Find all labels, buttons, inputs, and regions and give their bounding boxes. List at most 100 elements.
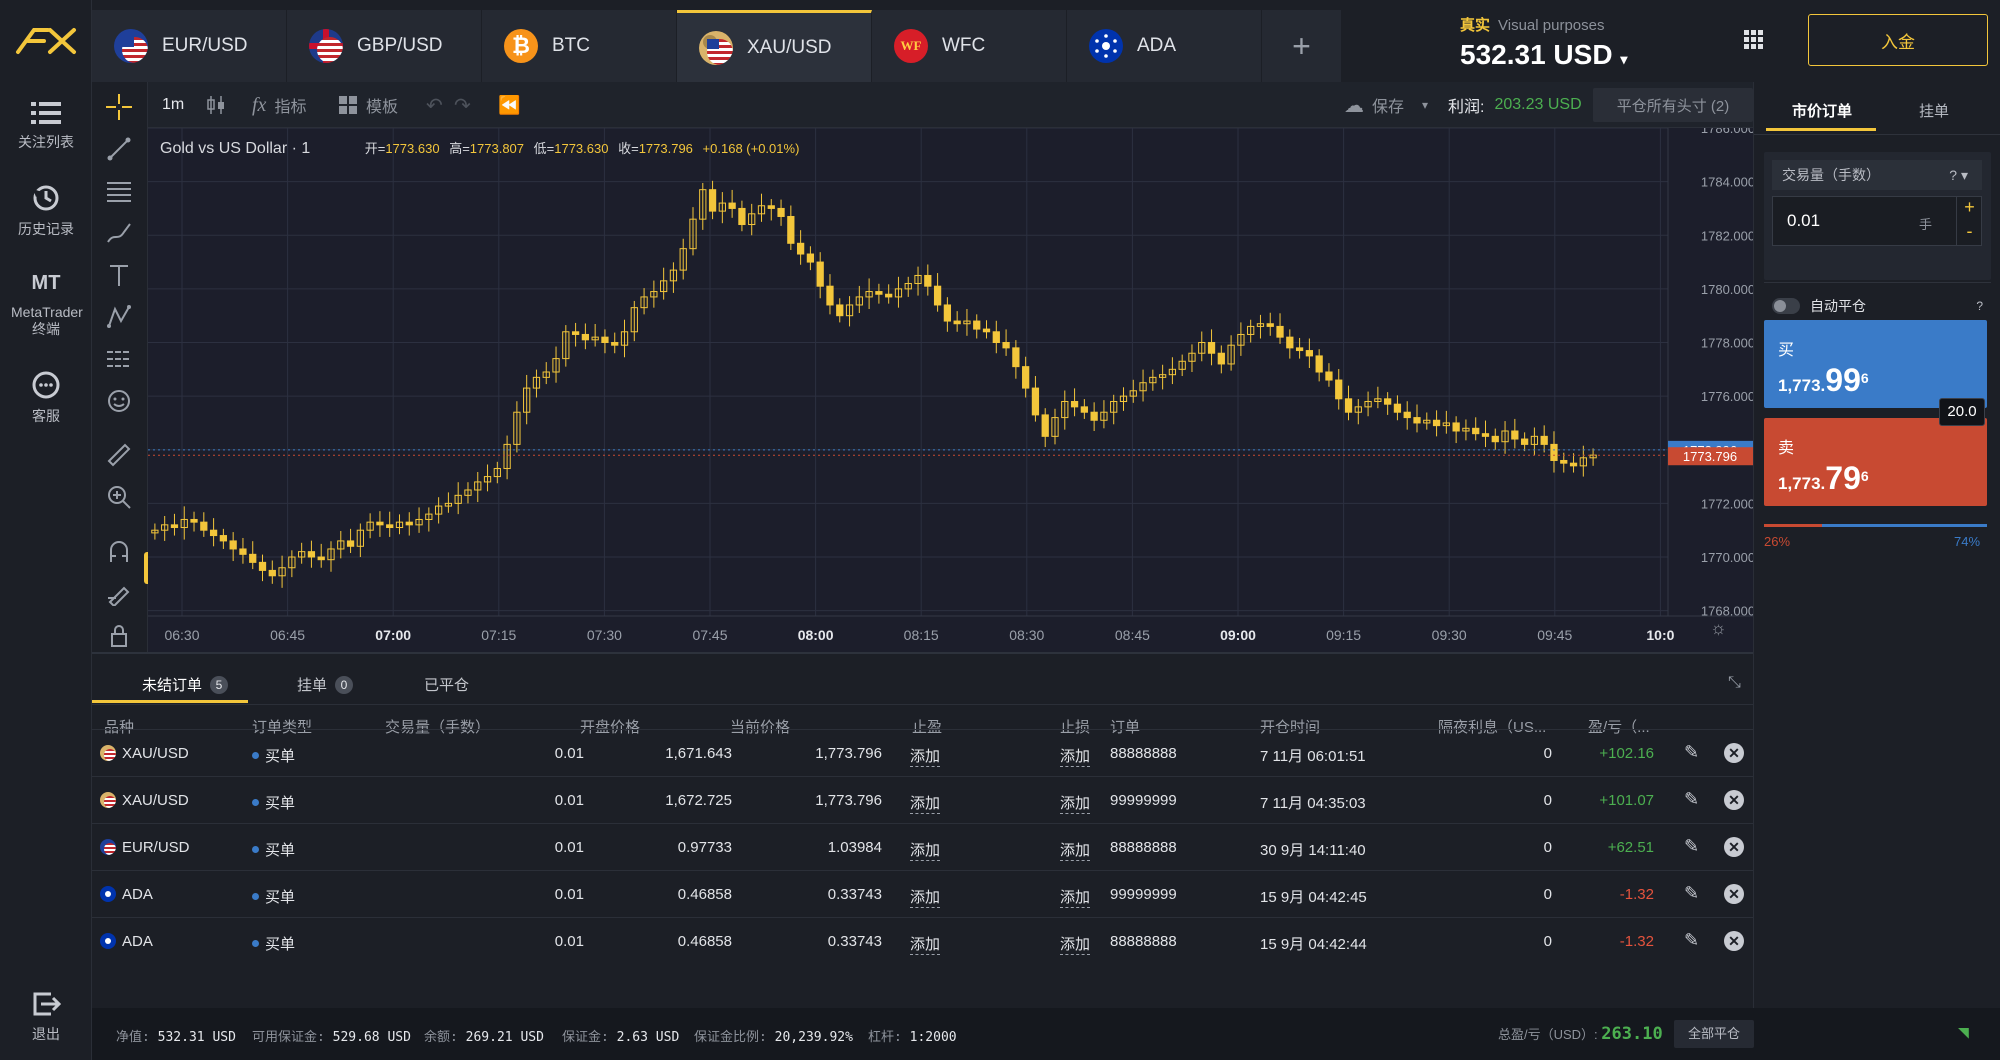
- add-take-profit-link[interactable]: 添加: [910, 792, 941, 814]
- chart-settings-icon[interactable]: ☼: [1710, 618, 1727, 638]
- redo-button[interactable]: ↷: [454, 82, 471, 128]
- text-tool[interactable]: [102, 258, 136, 292]
- collapse-icon[interactable]: ⤡: [1728, 674, 1741, 691]
- brush-tool[interactable]: [102, 216, 136, 250]
- sell-button[interactable]: 卖 1,773.796: [1764, 418, 1987, 506]
- nav-logout[interactable]: 退出: [0, 990, 92, 1044]
- tab-open-orders[interactable]: 未结订单 5: [142, 674, 229, 695]
- nav-history[interactable]: 历史记录: [0, 183, 92, 239]
- gold-us-flag-icon: [100, 792, 116, 808]
- chevron-down-icon: ▾: [1620, 51, 1628, 67]
- templates-button[interactable]: 模板: [338, 82, 398, 128]
- add-take-profit-link[interactable]: 添加: [910, 745, 941, 767]
- edit-icon[interactable]: ✎: [1684, 742, 1700, 762]
- tab-ada[interactable]: ADA: [1067, 10, 1262, 82]
- volume-selector[interactable]: 交易量（手数） ? ▾: [1772, 160, 1982, 190]
- col-symbol[interactable]: 品种: [104, 719, 135, 736]
- col-swap[interactable]: 隔夜利息（US...: [1438, 719, 1547, 736]
- pattern-tool[interactable]: [102, 300, 136, 334]
- close-position-icon[interactable]: ✕: [1724, 790, 1744, 810]
- add-take-profit-link[interactable]: 添加: [910, 933, 941, 955]
- tab-pending-order[interactable]: 挂单: [1919, 103, 1950, 120]
- zoom-tool[interactable]: [102, 480, 136, 514]
- tab-pending-orders[interactable]: 挂单 0: [297, 674, 354, 695]
- close-all-button[interactable]: 全部平仓: [1674, 1020, 1754, 1048]
- close-position-icon[interactable]: ✕: [1724, 884, 1744, 904]
- account-info[interactable]: 真实 Visual purposes 532.31 USD ▾: [1460, 14, 1627, 71]
- cell-swap: 0: [1543, 933, 1552, 950]
- add-stop-loss-link[interactable]: 添加: [1060, 886, 1091, 908]
- edit-icon[interactable]: ✎: [1684, 789, 1700, 809]
- lock-tool[interactable]: [102, 618, 136, 652]
- col-open-time[interactable]: 开仓时间: [1260, 719, 1321, 736]
- add-stop-loss-link[interactable]: 添加: [1060, 792, 1091, 814]
- replay-button[interactable]: ⏪: [498, 82, 520, 128]
- nav-metatrader[interactable]: MT MetaTrader 终端: [0, 272, 92, 338]
- edit-icon[interactable]: ✎: [1684, 930, 1700, 950]
- add-take-profit-link[interactable]: 添加: [910, 886, 941, 908]
- timeframe-button[interactable]: 1m: [162, 96, 185, 113]
- trendline-tool[interactable]: [102, 132, 136, 166]
- auto-close-toggle[interactable]: [1772, 298, 1800, 314]
- add-stop-loss-link[interactable]: 添加: [1060, 839, 1091, 861]
- tab-btc[interactable]: ₿ BTC: [482, 10, 677, 82]
- col-order-id[interactable]: 订单: [1110, 719, 1141, 736]
- chart-type-button[interactable]: [206, 82, 226, 128]
- sell-price: 1,773.796: [1778, 460, 1869, 497]
- tab-wfc[interactable]: WF WFC: [872, 10, 1067, 82]
- candle-body: [1129, 390, 1137, 397]
- undo-button[interactable]: ↶: [426, 82, 443, 128]
- add-tab-button[interactable]: +: [1262, 10, 1342, 82]
- table-row[interactable]: XAU/USD 买单 0.01 1,672.725 1,773.796 添加 添加 99999…: [92, 776, 1753, 823]
- tab-market-order[interactable]: 市价订单: [1792, 103, 1853, 120]
- price-chart[interactable]: 1768.0001770.0001772.0001774.0001776.000…: [148, 121, 1755, 652]
- table-row[interactable]: XAU/USD 买单 0.01 1,671.643 1,773.796 添加 添加 88888…: [92, 729, 1753, 776]
- edit-icon[interactable]: ✎: [1684, 883, 1700, 903]
- table-row[interactable]: ADA 买单 0.01 0.46858 0.33743 添加 添加 99999999 15 9月…: [92, 870, 1753, 917]
- col-take-profit[interactable]: 止盈: [912, 719, 943, 736]
- indicators-button[interactable]: fx 指标: [252, 82, 306, 128]
- lock-draw-tool[interactable]: [102, 576, 136, 610]
- tab-closed-orders[interactable]: 已平仓: [424, 674, 469, 695]
- horizontal-lines-tool[interactable]: [102, 174, 136, 208]
- deposit-button[interactable]: 入金: [1808, 14, 1988, 66]
- crosshair-tool[interactable]: [102, 90, 136, 124]
- add-stop-loss-link[interactable]: 添加: [1060, 933, 1091, 955]
- ruler-tool[interactable]: [102, 438, 136, 472]
- tab-gbpusd[interactable]: GBP/USD: [287, 10, 482, 82]
- divider: [1764, 282, 1991, 283]
- volume-decrease-button[interactable]: -: [1956, 221, 1982, 245]
- volume-input[interactable]: 0.01 手 + -: [1772, 196, 1982, 246]
- col-stop-loss[interactable]: 止损: [1060, 719, 1091, 736]
- volume-increase-button[interactable]: +: [1956, 197, 1982, 221]
- nav-support[interactable]: 客服: [0, 370, 92, 426]
- candle-body: [425, 513, 433, 520]
- close-all-positions-button[interactable]: 平仓所有头寸 (2): [1593, 88, 1753, 122]
- close-position-icon[interactable]: ✕: [1724, 931, 1744, 951]
- magnet-tool[interactable]: [102, 534, 136, 568]
- nav-watchlist[interactable]: 关注列表: [0, 100, 92, 152]
- edit-icon[interactable]: ✎: [1684, 836, 1700, 856]
- col-pl[interactable]: 盈/亏（...: [1588, 719, 1650, 736]
- col-current-price[interactable]: 当前价格: [730, 719, 791, 736]
- table-row[interactable]: ADA 买单 0.01 0.46858 0.33743 添加 添加 88888888 15 9月…: [92, 917, 1753, 964]
- candle-body: [268, 569, 276, 577]
- buy-button[interactable]: 买 1,773.996: [1764, 320, 1987, 408]
- tab-xauusd[interactable]: XAU/USD: [677, 10, 872, 82]
- close-position-icon[interactable]: ✕: [1724, 837, 1744, 857]
- col-order-type[interactable]: 订单类型: [252, 719, 313, 736]
- add-stop-loss-link[interactable]: 添加: [1060, 745, 1091, 767]
- auto-close-row[interactable]: 自动平仓 ?: [1764, 284, 1991, 328]
- save-layout-button[interactable]: ☁ 保存 ▾: [1344, 82, 1428, 128]
- table-row[interactable]: EUR/USD 买单 0.01 0.97733 1.03984 添加 添加 88888888 3…: [92, 823, 1753, 870]
- fib-tool[interactable]: [102, 342, 136, 376]
- col-open-price[interactable]: 开盘价格: [580, 719, 641, 736]
- emoji-tool[interactable]: [102, 384, 136, 418]
- help-icon[interactable]: ?: [1976, 299, 1983, 313]
- brand-logo[interactable]: [0, 0, 92, 82]
- add-take-profit-link[interactable]: 添加: [910, 839, 941, 861]
- close-position-icon[interactable]: ✕: [1724, 743, 1744, 763]
- col-volume[interactable]: 交易量（手数）: [385, 719, 491, 736]
- tab-eurusd[interactable]: EUR/USD: [92, 10, 287, 82]
- apps-grid-icon[interactable]: [1744, 30, 1764, 50]
